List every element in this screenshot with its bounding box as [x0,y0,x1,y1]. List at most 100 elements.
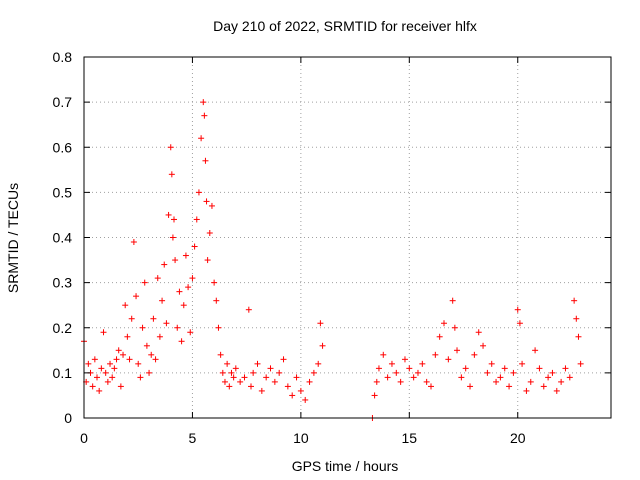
data-point [143,342,150,349]
y-tick-label: 0.7 [53,94,73,110]
data-point [501,365,508,372]
data-point [250,369,257,376]
y-tick-label: 0.8 [53,49,73,65]
data-point [558,378,565,385]
data-point [566,374,573,381]
data-point [109,374,116,381]
data-point [467,383,474,390]
data-point [104,378,111,385]
data-point [135,360,142,367]
data-point [388,360,395,367]
data-point [139,324,146,331]
data-point [510,369,517,376]
data-point [315,360,322,367]
data-point [115,347,122,354]
data-point [306,378,313,385]
y-tick-label: 0.2 [53,320,73,336]
data-point [230,374,237,381]
data-point [200,99,207,106]
data-points [81,99,584,421]
data-point [445,356,452,363]
data-point [458,374,465,381]
data-point [154,275,161,282]
data-point [540,383,547,390]
data-point [213,297,220,304]
data-point [85,360,92,367]
data-point [122,302,129,309]
data-point [191,243,198,250]
data-point [182,252,189,259]
data-point [187,329,194,336]
data-point [91,356,98,363]
data-point [317,320,324,327]
data-point [475,329,482,336]
data-point [178,338,185,345]
data-point [102,369,109,376]
data-point [232,365,239,372]
y-tick-label: 0.6 [53,139,73,155]
data-point [201,112,208,119]
data-point [280,356,287,363]
data-point [237,378,244,385]
data-point [172,257,179,264]
data-point [371,392,378,399]
data-point [176,288,183,295]
data-point [117,383,124,390]
data-point [221,378,228,385]
data-point [427,383,434,390]
data-point [375,365,382,372]
data-point [206,229,213,236]
data-point [573,315,580,322]
data-point [185,284,192,291]
data-point [488,360,495,367]
data-point [96,387,103,394]
data-point [401,356,408,363]
data-point [267,365,274,372]
y-tick-label: 0.4 [53,230,73,246]
data-point [226,383,233,390]
data-point [449,297,456,304]
y-tick-label: 0.1 [53,365,73,381]
data-point [553,387,560,394]
data-point [159,297,166,304]
y-tick-label: 0.3 [53,275,73,291]
data-point [562,365,569,372]
data-point [107,360,114,367]
data-point [497,374,504,381]
data-point [163,320,170,327]
data-point [571,297,578,304]
data-point [204,257,211,264]
y-axis-label: SRMTID / TECUs [5,183,21,293]
data-point [423,378,430,385]
data-point [414,369,421,376]
data-point [480,342,487,349]
data-point [462,365,469,372]
data-point [193,216,200,223]
y-tick-labels: 0 0.1 0.2 0.3 0.4 0.5 0.6 0.7 0.8 [53,49,73,426]
x-tick-label: 15 [402,430,418,446]
data-point [258,387,265,394]
data-point [506,383,513,390]
data-point [100,329,107,336]
data-point [516,320,523,327]
data-point [152,356,159,363]
data-point [208,202,215,209]
data-point [575,333,582,340]
data-point [545,374,552,381]
data-point [410,374,417,381]
data-point [111,365,118,372]
data-point [514,306,521,313]
data-point [128,315,135,322]
data-point [523,387,530,394]
data-point [384,374,391,381]
data-point [380,351,387,358]
y-tick-label: 0.5 [53,184,73,200]
data-point [228,369,235,376]
data-point [169,234,176,241]
data-point [156,333,163,340]
data-point [174,324,181,331]
data-point [484,369,491,376]
data-point [98,365,105,372]
data-point [180,302,187,309]
data-point [419,360,426,367]
